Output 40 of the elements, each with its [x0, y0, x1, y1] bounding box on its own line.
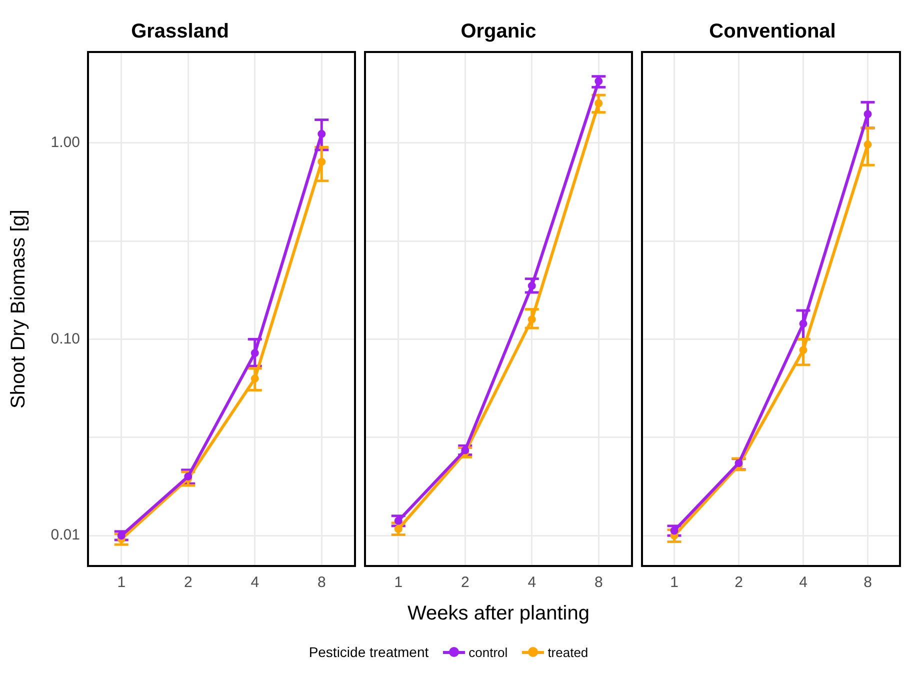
- x-tick-label: 8: [594, 574, 603, 592]
- chart-title: Organic: [460, 20, 536, 43]
- y-tick-label: 1.00: [50, 134, 80, 151]
- legend-label: control: [468, 644, 508, 660]
- point: [394, 525, 402, 534]
- legend-label: treated: [548, 644, 588, 660]
- point: [528, 315, 536, 324]
- y-axis-title: Shoot Dry Biomass [g]: [8, 210, 30, 408]
- point: [594, 77, 603, 86]
- point: [528, 282, 536, 290]
- point: [864, 110, 872, 118]
- x-axis-title: Weeks after planting: [408, 602, 590, 625]
- point: [864, 140, 872, 149]
- y-tick-label: 0.10: [50, 330, 80, 348]
- x-tick-label: 2: [734, 574, 743, 592]
- x-tick-label: 4: [799, 574, 808, 592]
- chart-title: Grassland: [131, 20, 229, 43]
- point: [594, 99, 603, 108]
- x-tick-label: 4: [528, 574, 536, 592]
- x-tick-label: 2: [460, 574, 470, 592]
- x-tick-label: 2: [184, 574, 192, 592]
- x-tick-label: 8: [317, 574, 326, 592]
- x-tick-label: 1: [670, 574, 678, 592]
- point: [799, 320, 808, 328]
- point: [799, 346, 808, 354]
- point: [117, 532, 126, 540]
- legend-title: Pesticide treatment: [308, 644, 429, 660]
- x-tick-label: 4: [250, 574, 260, 592]
- point: [318, 130, 326, 138]
- point: [394, 516, 402, 525]
- x-tick-label: 1: [117, 574, 126, 592]
- point: [670, 526, 678, 535]
- point: [250, 349, 259, 358]
- point: [184, 472, 192, 480]
- x-tick-label: 1: [394, 574, 403, 592]
- point: [250, 374, 259, 383]
- y-tick-label: 0.01: [50, 526, 80, 544]
- point: [318, 158, 326, 166]
- x-tick-label: 8: [864, 574, 872, 592]
- chart-title: Conventional: [709, 20, 836, 43]
